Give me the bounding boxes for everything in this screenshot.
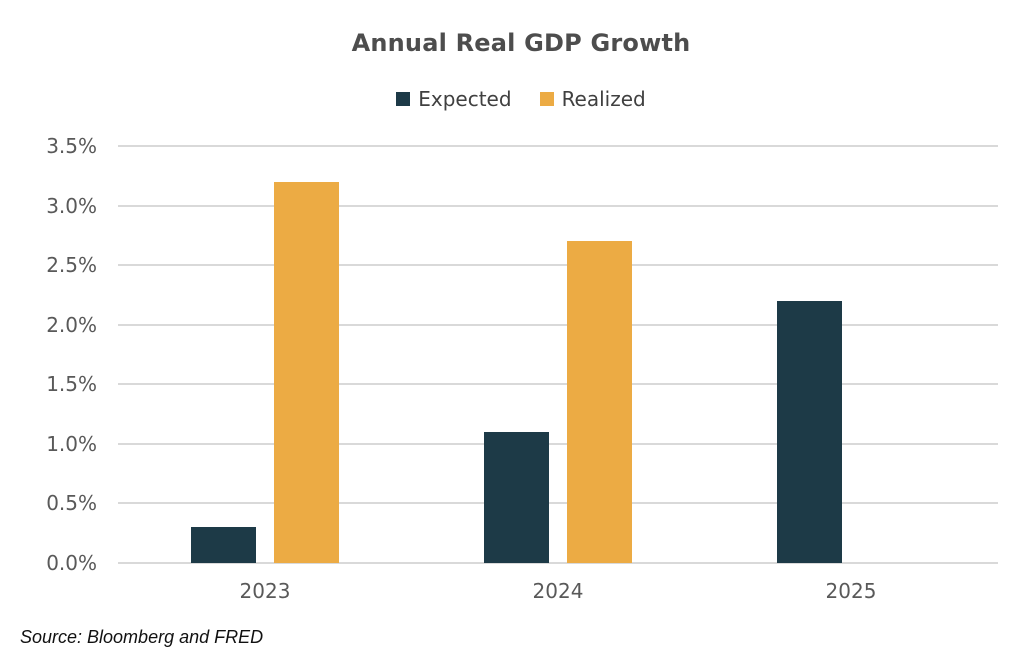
gridline — [118, 562, 998, 564]
bar-expected-2025 — [777, 301, 842, 563]
x-axis-tick-label: 2023 — [239, 579, 291, 603]
y-axis-tick-label: 0.0% — [46, 551, 97, 575]
realized-swatch-icon — [539, 92, 554, 106]
y-axis-tick-label: 0.5% — [46, 491, 97, 515]
y-axis-tick-label: 1.0% — [46, 432, 97, 456]
gridline — [118, 443, 998, 445]
gridline — [118, 502, 998, 504]
legend-label-realized: Realized — [561, 87, 646, 111]
legend: Expected Realized — [18, 87, 1024, 111]
y-axis-tick-label: 1.5% — [46, 372, 97, 396]
legend-item-realized: Realized — [539, 87, 646, 111]
x-axis: 2023 2024 2025 — [118, 579, 998, 605]
gridline — [118, 383, 998, 385]
x-axis-tick-label: 2024 — [532, 579, 584, 603]
chart-title: Annual Real GDP Growth — [351, 29, 691, 57]
bar-expected-2024 — [484, 432, 549, 563]
x-axis-tick-label: 2025 — [825, 579, 877, 603]
y-axis-tick-label: 3.0% — [46, 194, 97, 218]
y-axis-tick-label: 3.5% — [46, 134, 97, 158]
bar-realized-2024 — [567, 241, 632, 563]
gridline — [118, 324, 998, 326]
bar-realized-2023 — [274, 182, 339, 563]
y-axis-tick-label: 2.0% — [46, 313, 97, 337]
legend-label-expected: Expected — [418, 87, 512, 111]
legend-item-expected: Expected — [396, 87, 512, 111]
expected-swatch-icon — [396, 92, 411, 106]
source-note: Source: Bloomberg and FRED — [20, 627, 264, 647]
gridline — [118, 205, 998, 207]
y-axis-tick-label: 2.5% — [46, 253, 97, 277]
y-axis: 0.0% 0.5% 1.0% 1.5% 2.0% 2.5% 3.0% 3.5% — [0, 134, 97, 575]
gridline — [118, 145, 998, 147]
gridline — [118, 264, 998, 266]
plot-area — [118, 145, 998, 564]
bar-expected-2023 — [191, 527, 256, 563]
